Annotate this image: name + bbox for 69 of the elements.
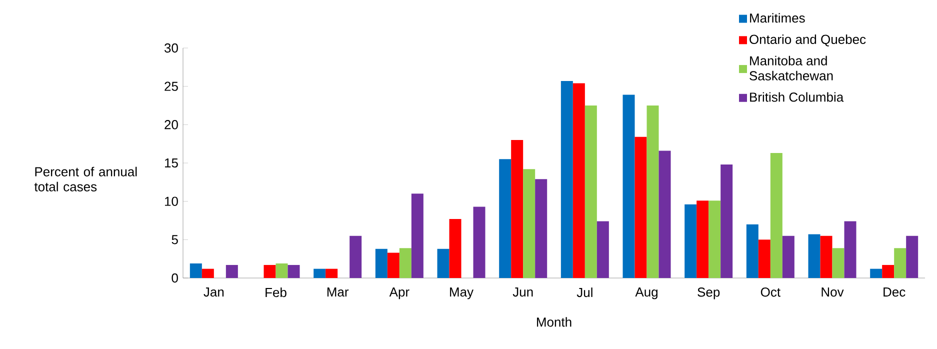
bar bbox=[844, 221, 856, 278]
bar bbox=[870, 268, 882, 278]
bar bbox=[746, 224, 758, 278]
bar bbox=[350, 236, 362, 278]
legend-label: British Columbia bbox=[750, 92, 844, 102]
bar bbox=[375, 248, 388, 278]
y-axis-title: Percent of annual total cases bbox=[34, 166, 137, 192]
bar bbox=[523, 169, 536, 278]
y-tick-label: 15 bbox=[165, 158, 178, 168]
bar bbox=[288, 264, 300, 278]
bar bbox=[535, 179, 548, 278]
y-tick-label: 20 bbox=[164, 120, 178, 130]
legend-label: Manitoba and Saskatchewan bbox=[750, 56, 833, 80]
bar bbox=[906, 236, 918, 278]
bar bbox=[658, 150, 671, 278]
bar bbox=[190, 263, 202, 278]
bar bbox=[499, 159, 512, 278]
bar bbox=[782, 236, 794, 278]
bar bbox=[264, 264, 276, 278]
bar bbox=[399, 248, 412, 278]
x-tick-label: Nov bbox=[822, 288, 844, 297]
y-tick-label: 0 bbox=[172, 273, 178, 283]
x-tick-label: May bbox=[450, 288, 474, 300]
bar bbox=[511, 140, 524, 278]
bar bbox=[314, 268, 326, 278]
bar bbox=[622, 94, 635, 278]
bar bbox=[646, 106, 659, 278]
bar bbox=[560, 80, 573, 278]
legend-label: Maritimes bbox=[750, 13, 805, 23]
bar bbox=[770, 153, 782, 278]
x-tick-label: Feb bbox=[266, 288, 286, 298]
bar bbox=[572, 83, 585, 278]
bar bbox=[473, 206, 486, 278]
bar bbox=[808, 234, 820, 278]
bar bbox=[832, 248, 844, 278]
bar bbox=[449, 218, 462, 278]
x-tick-label: Mar bbox=[327, 288, 349, 297]
y-tick-label: 5 bbox=[172, 235, 178, 244]
bar bbox=[584, 106, 597, 278]
bar bbox=[634, 136, 647, 278]
x-axis-title: Month bbox=[537, 317, 572, 327]
bar bbox=[708, 200, 721, 278]
x-tick-label: Jul bbox=[576, 288, 592, 298]
bar bbox=[437, 248, 450, 278]
x-tick-label: Sep bbox=[698, 288, 720, 300]
x-tick-label: Dec bbox=[884, 288, 906, 297]
bar bbox=[684, 204, 697, 278]
x-tick-label: Oct bbox=[760, 288, 780, 297]
x-tick-label: Jan bbox=[204, 288, 224, 297]
bar bbox=[226, 264, 238, 278]
bar bbox=[596, 221, 609, 278]
bar bbox=[411, 194, 424, 278]
bar bbox=[326, 268, 338, 278]
legend-label: Ontario and Quebec bbox=[750, 34, 866, 46]
bar bbox=[882, 264, 894, 278]
bar bbox=[696, 200, 709, 278]
bar bbox=[720, 164, 733, 278]
x-tick-label: Apr bbox=[389, 288, 410, 300]
x-tick-label: Jun bbox=[512, 288, 533, 297]
bar bbox=[894, 248, 906, 278]
y-tick-label: 30 bbox=[164, 43, 178, 53]
bar bbox=[820, 236, 832, 278]
bar bbox=[387, 252, 400, 278]
bar bbox=[276, 263, 288, 278]
y-tick-label: 10 bbox=[165, 196, 178, 206]
x-tick-label: Aug bbox=[635, 288, 658, 300]
bar bbox=[202, 268, 214, 278]
bar bbox=[758, 240, 770, 278]
y-tick-label: 25 bbox=[164, 82, 178, 91]
